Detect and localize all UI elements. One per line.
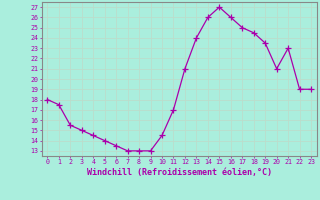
X-axis label: Windchill (Refroidissement éolien,°C): Windchill (Refroidissement éolien,°C): [87, 168, 272, 177]
